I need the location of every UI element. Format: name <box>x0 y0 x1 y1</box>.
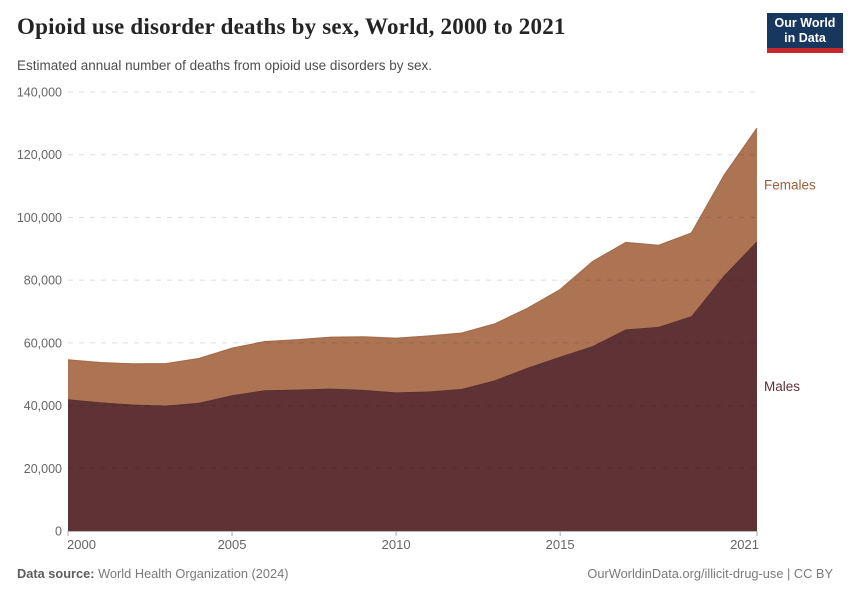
data-source: Data source: World Health Organization (… <box>17 566 288 581</box>
y-axis-tick-label: 40,000 <box>24 399 62 413</box>
x-axis-tick-label: 2000 <box>67 537 96 552</box>
y-axis-tick-label: 120,000 <box>17 148 62 162</box>
chart-title: Opioid use disorder deaths by sex, World… <box>17 14 566 39</box>
y-axis-tick-label: 0 <box>55 525 62 539</box>
y-axis-tick-label: 100,000 <box>17 211 62 225</box>
y-axis-tick-label: 140,000 <box>17 86 62 100</box>
y-axis-tick-label: 20,000 <box>24 462 62 476</box>
chart-footer: Data source: World Health Organization (… <box>17 566 833 581</box>
owid-logo-line1: Our World <box>774 15 836 30</box>
chart-subtitle: Estimated annual number of deaths from o… <box>17 58 432 73</box>
area-females[interactable] <box>68 128 757 406</box>
x-axis-tick-label: 2021 <box>730 537 759 552</box>
owid-link[interactable]: OurWorldinData.org/illicit-drug-use | CC… <box>587 566 833 581</box>
series-label-females: Females <box>764 177 816 192</box>
x-axis-tick-label: 2015 <box>546 537 575 552</box>
owid-logo[interactable]: Our World in Data <box>767 13 843 53</box>
series-label-males: Males <box>764 379 800 394</box>
y-axis-tick-label: 80,000 <box>24 274 62 288</box>
data-source-label: Data source: <box>17 566 95 581</box>
data-source-value: World Health Organization (2024) <box>94 566 289 581</box>
line-females <box>67 127 758 365</box>
owid-logo-line2: in Data <box>784 30 826 45</box>
area-males[interactable] <box>68 241 757 532</box>
x-axis-tick-label: 2005 <box>218 537 247 552</box>
x-axis-tick-label: 2010 <box>382 537 411 552</box>
y-axis-tick-label: 60,000 <box>24 336 62 350</box>
